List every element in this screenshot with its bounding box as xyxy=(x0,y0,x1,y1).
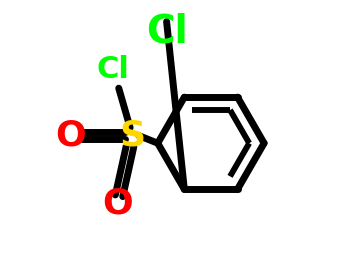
Text: S: S xyxy=(119,119,146,153)
Text: O: O xyxy=(102,187,132,221)
Text: O: O xyxy=(55,119,86,153)
Text: Cl: Cl xyxy=(146,13,188,51)
Text: Cl: Cl xyxy=(97,55,130,84)
